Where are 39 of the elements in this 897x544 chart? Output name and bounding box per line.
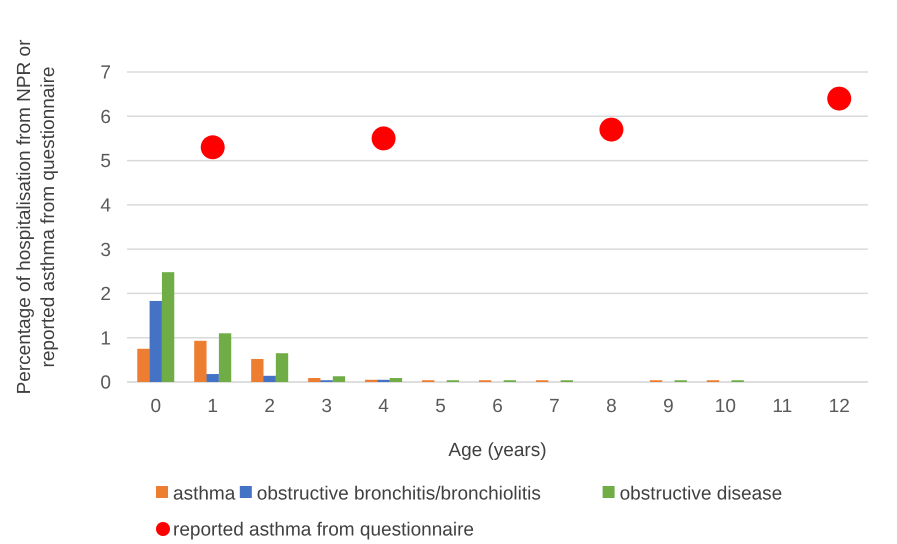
y-tick-label: 3 — [100, 240, 111, 261]
x-tick-label: 7 — [549, 396, 560, 417]
bar — [206, 374, 219, 382]
x-tick-label: 12 — [828, 396, 850, 417]
bar — [308, 378, 320, 382]
bar — [264, 376, 276, 382]
y-tick-label: 2 — [100, 284, 111, 306]
x-tick-label: 4 — [378, 396, 390, 417]
legend-label: asthma — [173, 484, 236, 505]
bar — [276, 353, 288, 382]
y-tick-label: 7 — [100, 62, 111, 84]
legend-label: obstructive bronchitis/bronchiolitis — [256, 484, 541, 505]
bar — [162, 272, 174, 382]
legend-label: reported asthma from questionnaire — [173, 520, 474, 541]
bar — [332, 376, 346, 382]
x-tick-label: 8 — [606, 396, 617, 417]
x-tick-label: 1 — [207, 396, 218, 417]
bar — [194, 340, 207, 382]
legend-label: obstructive disease — [620, 484, 782, 505]
x-tick-label: 0 — [150, 396, 162, 417]
y-tick-label: 1 — [100, 328, 111, 350]
bar — [150, 300, 162, 382]
y-tick-label: 0 — [100, 372, 111, 394]
x-tick-label: 3 — [321, 396, 332, 417]
x-tick-label: 6 — [492, 396, 503, 417]
y-tick-label: 4 — [100, 196, 112, 217]
y-tick-label: 5 — [100, 151, 111, 172]
bar — [218, 333, 232, 382]
y-axis-title: Percentage of hospitalisation from NPR or reported asthma from questionnaire — [14, 38, 59, 394]
x-tick-label: 9 — [663, 396, 674, 417]
x-tick-label: 10 — [714, 396, 736, 417]
bar — [390, 378, 402, 382]
bar — [137, 348, 150, 382]
x-tick-label: 11 — [772, 396, 792, 417]
bar — [251, 358, 264, 382]
x-tick-label: 5 — [435, 396, 446, 417]
x-tick-label: 2 — [264, 396, 275, 417]
y-tick-label: 6 — [100, 106, 111, 128]
x-axis-title: Age (years) — [448, 440, 547, 461]
